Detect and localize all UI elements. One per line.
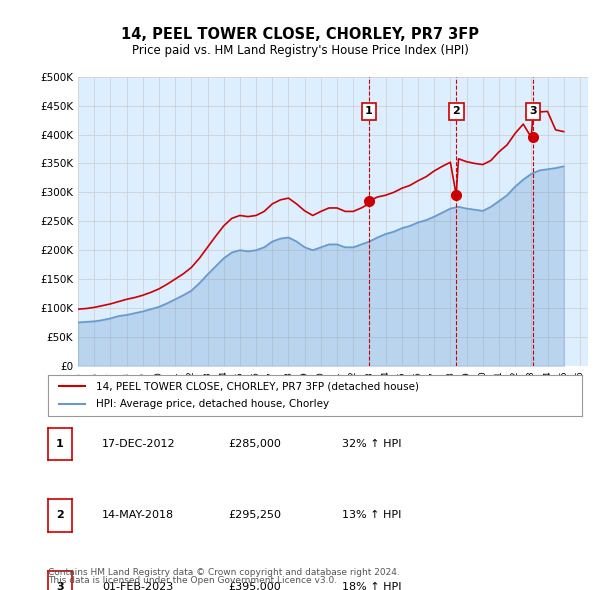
Text: £285,000: £285,000	[228, 439, 281, 449]
Text: HPI: Average price, detached house, Chorley: HPI: Average price, detached house, Chor…	[96, 399, 329, 409]
Text: £295,250: £295,250	[228, 510, 281, 520]
Text: £395,000: £395,000	[228, 582, 281, 590]
Text: Price paid vs. HM Land Registry's House Price Index (HPI): Price paid vs. HM Land Registry's House …	[131, 44, 469, 57]
Text: 2: 2	[56, 510, 64, 520]
Text: 1: 1	[365, 106, 373, 116]
Text: 01-FEB-2023: 01-FEB-2023	[102, 582, 173, 590]
Text: Contains HM Land Registry data © Crown copyright and database right 2024.: Contains HM Land Registry data © Crown c…	[48, 568, 400, 577]
Text: 13% ↑ HPI: 13% ↑ HPI	[342, 510, 401, 520]
Text: 14, PEEL TOWER CLOSE, CHORLEY, PR7 3FP: 14, PEEL TOWER CLOSE, CHORLEY, PR7 3FP	[121, 27, 479, 41]
Text: 14-MAY-2018: 14-MAY-2018	[102, 510, 174, 520]
Text: 17-DEC-2012: 17-DEC-2012	[102, 439, 176, 449]
Text: 2: 2	[452, 106, 460, 116]
Text: 3: 3	[56, 582, 64, 590]
Text: This data is licensed under the Open Government Licence v3.0.: This data is licensed under the Open Gov…	[48, 576, 337, 585]
Text: 1: 1	[56, 439, 64, 449]
Text: 32% ↑ HPI: 32% ↑ HPI	[342, 439, 401, 449]
Text: 18% ↑ HPI: 18% ↑ HPI	[342, 582, 401, 590]
Text: 3: 3	[529, 106, 536, 116]
Text: 14, PEEL TOWER CLOSE, CHORLEY, PR7 3FP (detached house): 14, PEEL TOWER CLOSE, CHORLEY, PR7 3FP (…	[96, 381, 419, 391]
